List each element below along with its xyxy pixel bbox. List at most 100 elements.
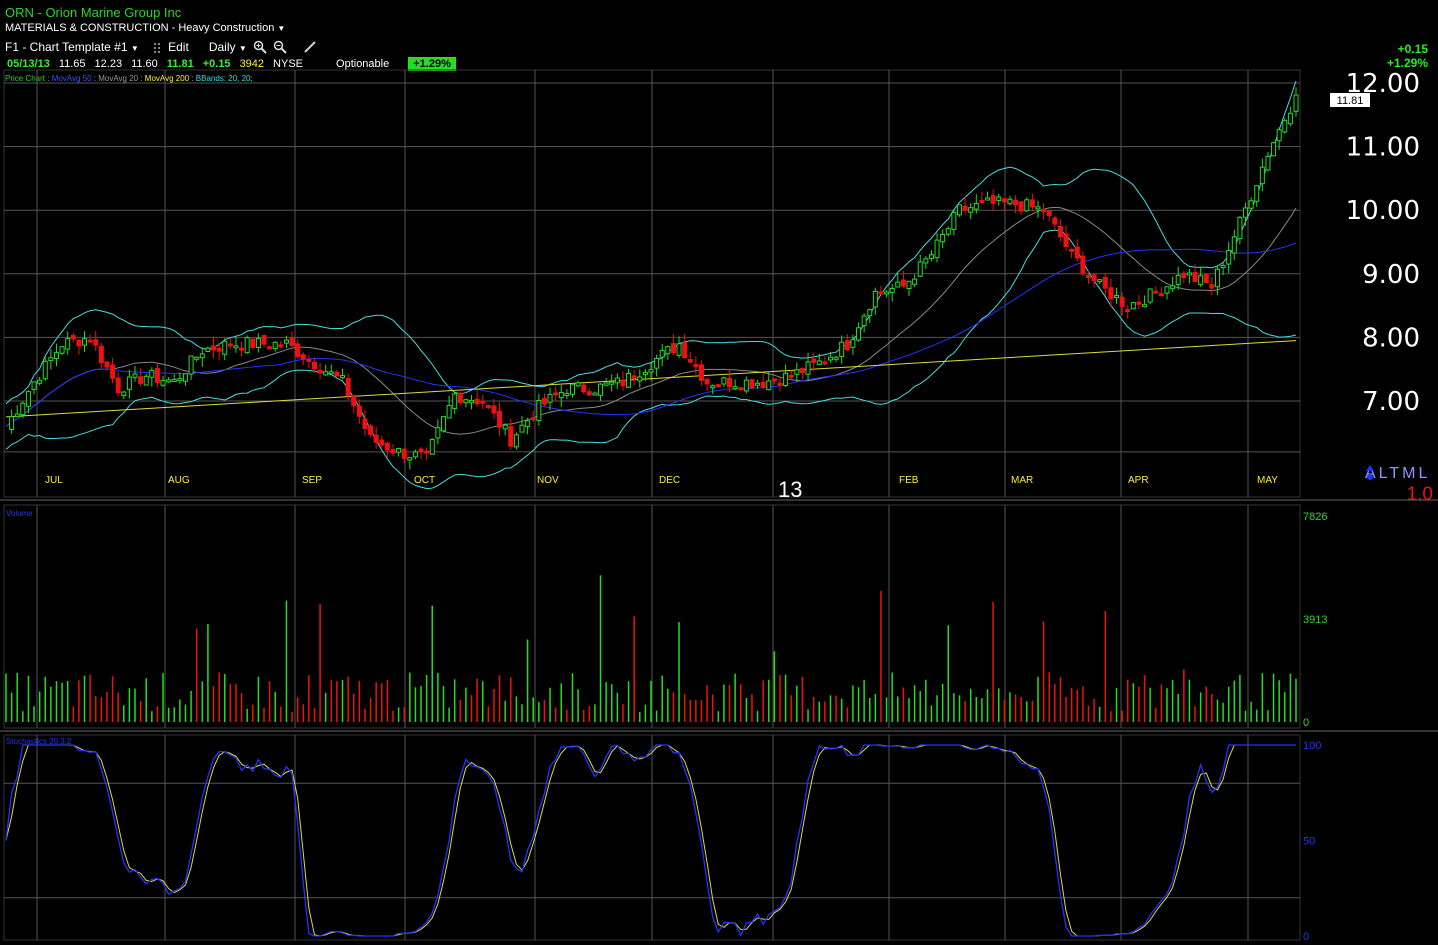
candle-up xyxy=(452,393,458,409)
candle-up xyxy=(396,447,402,453)
period-dropdown[interactable]: Daily ▼ xyxy=(209,40,247,54)
edit-label: Edit xyxy=(168,40,189,54)
candle-up xyxy=(1130,302,1136,310)
candle-down xyxy=(799,367,805,374)
candle-down xyxy=(844,340,850,351)
candle-up xyxy=(171,379,177,383)
candle-up xyxy=(1147,288,1153,303)
candle-up xyxy=(126,376,132,390)
candle-down xyxy=(424,450,430,454)
stoch-tick-label: 0 xyxy=(1303,931,1309,943)
candle-down xyxy=(485,405,491,409)
candle-down xyxy=(390,449,396,454)
candle-up xyxy=(121,391,127,396)
candle-down xyxy=(87,339,93,343)
candle-up xyxy=(160,380,166,386)
candle-down xyxy=(777,382,783,386)
candle-up xyxy=(536,399,542,421)
candle-up xyxy=(951,212,957,230)
candle-down xyxy=(138,376,144,384)
candle-up xyxy=(1243,207,1249,218)
candle-down xyxy=(227,343,233,347)
candle-down xyxy=(98,345,104,364)
candle-down xyxy=(670,343,676,354)
candle-up xyxy=(743,379,749,392)
candle-down xyxy=(698,364,704,381)
candle-down xyxy=(300,354,306,360)
quote-close: 11.81 xyxy=(166,58,194,70)
dropdown-icon: ▼ xyxy=(238,44,247,53)
candle-down xyxy=(362,418,368,430)
toolbar: F1 - Chart Template #1 ▼ Edit Daily ▼ xyxy=(5,39,317,55)
candle-down xyxy=(267,346,273,350)
candle-up xyxy=(37,379,43,384)
candle-up xyxy=(850,339,856,348)
candle-down xyxy=(1209,284,1215,289)
candle-up xyxy=(14,413,20,417)
candle-down xyxy=(104,361,110,368)
candle-up xyxy=(446,404,452,419)
candle-up xyxy=(1248,200,1254,209)
time-axis-label: SEP xyxy=(302,475,322,486)
candle-up xyxy=(755,382,761,386)
candle-down xyxy=(1085,274,1091,278)
candle-up xyxy=(205,347,211,352)
candle-up xyxy=(839,341,845,357)
candle-up xyxy=(1186,272,1192,276)
candle-down xyxy=(749,379,755,389)
candle-down xyxy=(1029,199,1035,208)
candle-up xyxy=(973,203,979,210)
candle-down xyxy=(76,339,82,347)
edit-button[interactable]: Edit xyxy=(153,40,189,54)
bollinger-lower-line xyxy=(5,229,1297,490)
candle-down xyxy=(1153,290,1159,294)
last-price-tag-bg xyxy=(1330,93,1370,107)
candle-down xyxy=(401,448,407,459)
candle-up xyxy=(654,358,660,369)
volume-tick-label: 0 xyxy=(1303,717,1309,729)
legend-separator: : xyxy=(45,74,52,83)
chart-template-dropdown[interactable]: F1 - Chart Template #1 ▼ xyxy=(5,40,139,54)
candle-up xyxy=(1293,94,1299,112)
price-tick-label: 8.00 xyxy=(1362,323,1420,353)
candle-down xyxy=(1046,210,1052,217)
candle-up xyxy=(20,402,26,416)
legend-item: MovAvg 50 xyxy=(51,74,92,83)
candle-up xyxy=(1114,294,1120,298)
candle-down xyxy=(760,381,766,388)
candle-up xyxy=(407,457,413,461)
time-axis-label: DEC xyxy=(659,475,680,486)
candle-down xyxy=(1013,199,1019,206)
candle-down xyxy=(1080,255,1086,275)
candle-up xyxy=(805,361,811,375)
candle-down xyxy=(1091,274,1097,282)
candle-up xyxy=(710,385,716,389)
candle-up xyxy=(440,416,446,432)
candle-up xyxy=(1024,199,1030,212)
candle-down xyxy=(278,344,284,348)
candle-down xyxy=(1001,198,1007,203)
candle-up xyxy=(1259,166,1265,185)
zoom-in-button[interactable] xyxy=(253,40,267,55)
candle-up xyxy=(65,338,71,350)
candle-down xyxy=(289,337,295,346)
zoom-out-button[interactable] xyxy=(273,40,287,55)
candle-up xyxy=(659,350,665,358)
candle-up xyxy=(132,373,138,378)
candle-up xyxy=(895,281,901,288)
dropdown-icon: ▼ xyxy=(130,44,139,53)
sector-selector[interactable]: MATERIALS & CONSTRUCTION - Heavy Constru… xyxy=(5,22,285,34)
price-tick-label: 7.00 xyxy=(1362,387,1420,417)
volume-tick-label: 3913 xyxy=(1303,614,1327,626)
candle-down xyxy=(239,347,245,351)
candle-up xyxy=(665,346,671,355)
candle-down xyxy=(541,397,547,405)
year-label: 13 xyxy=(778,477,802,502)
draw-tool-button[interactable] xyxy=(303,40,317,55)
candle-down xyxy=(1203,273,1209,284)
candle-down xyxy=(373,434,379,443)
dropdown-icon[interactable]: ▼ xyxy=(277,24,286,33)
candle-down xyxy=(384,442,390,451)
candle-up xyxy=(525,420,531,427)
